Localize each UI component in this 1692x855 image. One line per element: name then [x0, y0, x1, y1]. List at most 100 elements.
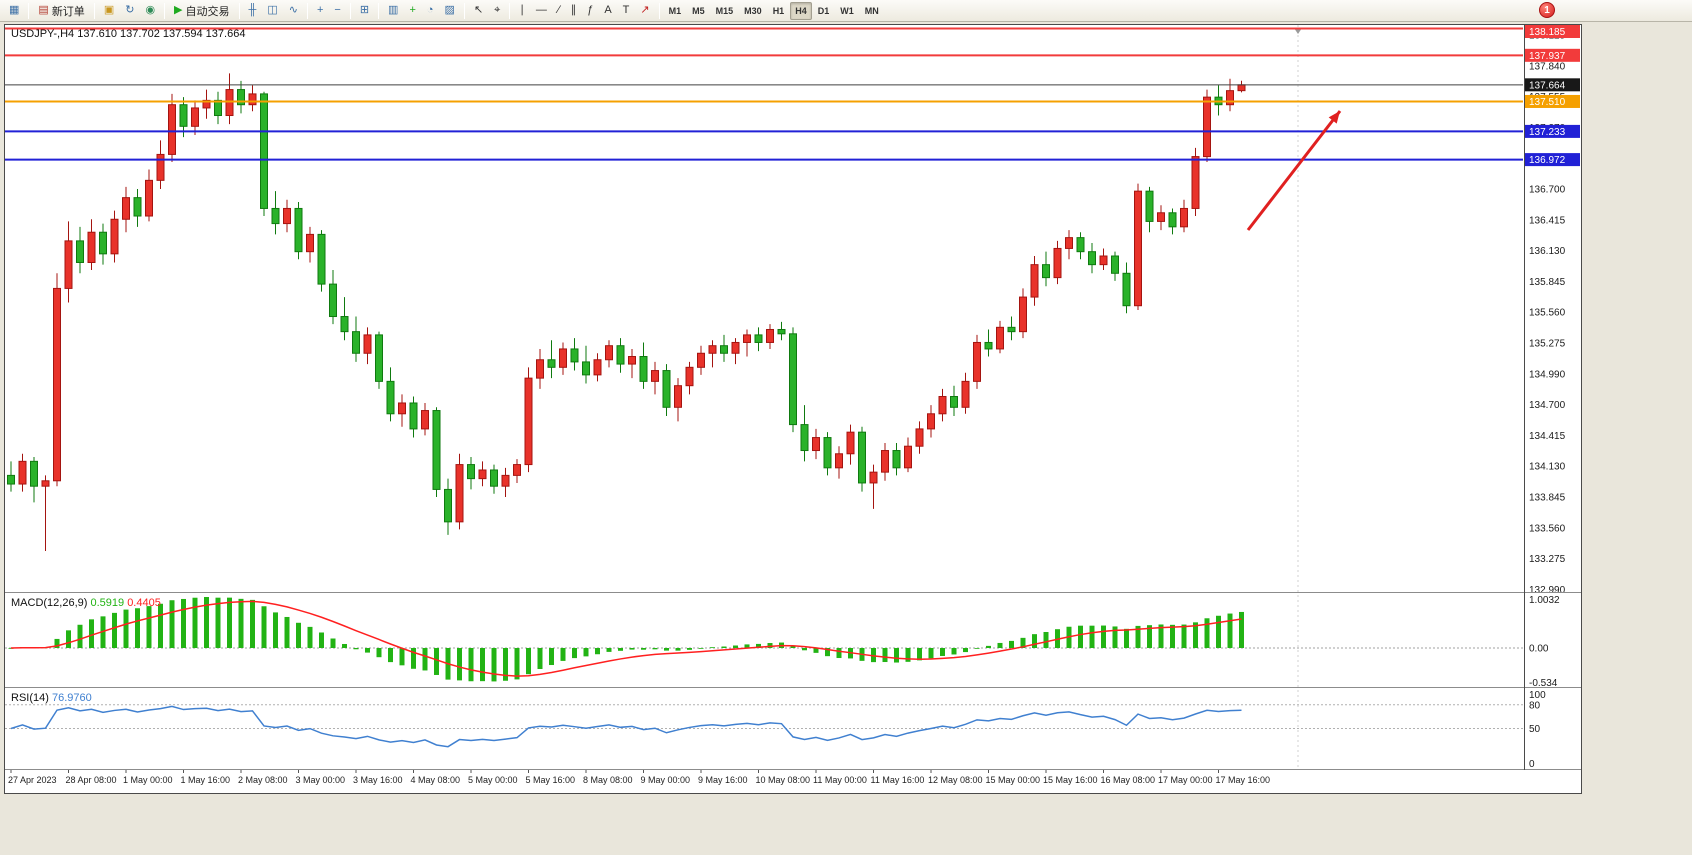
text-button[interactable]: A [599, 2, 616, 20]
tf-mn-button[interactable]: MN [860, 2, 884, 20]
chart-canvas[interactable]: 138.125137.840137.555137.270136.985136.7… [5, 25, 1581, 793]
svg-text:137.233: 137.233 [1529, 127, 1566, 138]
new-chart-button-icon: ▦ [9, 4, 20, 16]
svg-text:4 May 08:00: 4 May 08:00 [411, 775, 461, 785]
new-order-button[interactable]: ▤ 新订单 [33, 2, 89, 20]
arrange-button-icon: ▥ [388, 4, 399, 16]
toolbar-separator [28, 2, 30, 19]
arrange-button[interactable]: ▥ [383, 2, 403, 20]
rsi-label: RSI(14) 76.9760 [11, 692, 92, 704]
trendline-button-icon: ∕ [557, 4, 560, 16]
toolbar-separator [164, 2, 166, 19]
tf-w1-button[interactable]: W1 [835, 2, 859, 20]
time-axis[interactable]: 27 Apr 2023 28 Apr 08:00 1 May 00:00 1 May … [8, 770, 1270, 785]
periods-button-icon: ◔ [426, 4, 434, 16]
svg-text:28 Apr 08:00: 28 Apr 08:00 [66, 775, 117, 785]
zoom-in-button[interactable]: + [312, 2, 328, 20]
tf-w1-button-label: W1 [840, 5, 854, 16]
line-chart-button[interactable]: ∿ [284, 2, 303, 20]
price-badge-137.937: 137.937 [1524, 48, 1580, 62]
bar-chart-button[interactable]: ╫ [244, 2, 262, 20]
horizontal-line-button[interactable]: — [531, 2, 552, 20]
macd-label: MACD(12,26,9) 0.5919 0.4405 [11, 597, 161, 609]
tf-m15-button[interactable]: M15 [711, 2, 739, 20]
indicators-button[interactable]: + [404, 2, 420, 20]
svg-text:27 Apr 2023: 27 Apr 2023 [8, 775, 57, 785]
tf-m5-button[interactable]: M5 [687, 2, 710, 20]
svg-text:5 May 00:00: 5 May 00:00 [468, 775, 518, 785]
cursor-button[interactable]: ↖ [469, 2, 488, 20]
vertical-line-button[interactable]: ∣ [514, 2, 530, 20]
svg-text:137.510: 137.510 [1529, 97, 1566, 108]
autotrading-button[interactable]: ▶ 自动交易 [169, 2, 234, 20]
horizontal-line-button-icon: — [535, 4, 547, 16]
zoom-out-button[interactable]: − [329, 2, 345, 20]
macd-histogram [8, 597, 1244, 682]
indicators-button-icon: + [409, 4, 416, 16]
cursor-button-icon: ↖ [473, 4, 484, 16]
tf-m5-button-label: M5 [692, 5, 705, 16]
ohlc-info: USDJPY-,H4 137.610 137.702 137.594 137.6… [11, 28, 245, 40]
tf-m1-button-label: M1 [668, 5, 682, 16]
history-center-button[interactable]: ◉ [140, 2, 160, 20]
svg-text:17 May 00:00: 17 May 00:00 [1158, 775, 1213, 785]
profiles-button[interactable]: ▣ [99, 2, 119, 20]
fibonacci-button[interactable]: ƒ [582, 2, 598, 20]
panel-separator-highlight [5, 688, 1581, 689]
crosshair-button[interactable]: ⌖ [489, 2, 505, 20]
new-chart-button[interactable]: ▦ [4, 2, 24, 20]
toolbar-separator [238, 2, 240, 19]
svg-text:10 May 08:00: 10 May 08:00 [756, 775, 811, 785]
toolbar-separator [349, 2, 351, 19]
svg-text:138.185: 138.185 [1529, 27, 1566, 38]
svg-text:2 May 08:00: 2 May 08:00 [238, 775, 288, 785]
svg-text:133.845: 133.845 [1529, 493, 1566, 504]
templates-button-icon: ▨ [444, 4, 455, 16]
label-button[interactable]: T [618, 2, 635, 20]
crosshair-button-icon: ⌖ [494, 4, 501, 16]
tf-m1-button[interactable]: M1 [664, 2, 687, 20]
svg-text:135.845: 135.845 [1529, 277, 1566, 288]
refresh-button-icon: ↻ [125, 4, 135, 16]
price-badge-136.972: 136.972 [1524, 153, 1580, 167]
svg-text:11 May 16:00: 11 May 16:00 [871, 775, 925, 785]
panel-separator[interactable] [5, 687, 1581, 688]
tf-h1-button-label: H1 [772, 5, 785, 16]
svg-text:16 May 08:00: 16 May 08:00 [1101, 775, 1156, 785]
svg-text:137.840: 137.840 [1529, 61, 1566, 72]
trend-arrow[interactable] [1246, 110, 1342, 231]
panel-separator-highlight [5, 593, 1581, 594]
tf-d1-button[interactable]: D1 [813, 2, 835, 20]
toolbar-separator [306, 2, 308, 19]
notification-badge[interactable]: 1 [1539, 2, 1555, 18]
price-badge-137.510: 137.510 [1524, 94, 1580, 108]
trendline-button[interactable]: ∕ [553, 2, 565, 20]
templates-button[interactable]: ▨ [440, 2, 460, 20]
autotrading-button-label: 自动交易 [185, 5, 230, 18]
periods-button[interactable]: ◔ [422, 2, 439, 20]
svg-text:17 May 16:00: 17 May 16:00 [1216, 775, 1271, 785]
svg-text:9 May 16:00: 9 May 16:00 [698, 775, 748, 785]
tf-mn-button-label: MN [864, 5, 879, 16]
arrows-button[interactable]: ↗ [635, 2, 654, 20]
toolbar-separator [93, 2, 95, 19]
channel-button-icon: ∥ [570, 4, 577, 16]
candlestick-chart-button[interactable]: ◫ [262, 2, 282, 20]
svg-text:136.415: 136.415 [1529, 215, 1566, 226]
tf-m30-button[interactable]: M30 [739, 2, 767, 20]
toolbar-separator [463, 2, 465, 19]
tf-h1-button[interactable]: H1 [768, 2, 790, 20]
svg-text:8 May 08:00: 8 May 08:00 [583, 775, 633, 785]
svg-text:15 May 00:00: 15 May 00:00 [986, 775, 1041, 785]
tf-h4-button[interactable]: H4 [790, 1, 812, 20]
macd-axis-label: 1.0032 [1529, 595, 1560, 606]
svg-text:132.990: 132.990 [1529, 585, 1566, 596]
panel-separator[interactable] [5, 592, 1581, 593]
toolbar-separator [509, 2, 511, 19]
refresh-button[interactable]: ↻ [120, 2, 139, 20]
channel-button[interactable]: ∥ [566, 2, 582, 20]
svg-text:3 May 00:00: 3 May 00:00 [296, 775, 346, 785]
price-badge-137.233: 137.233 [1524, 124, 1580, 138]
axis-separator [1524, 25, 1525, 770]
tile-windows-button[interactable]: ⊞ [355, 2, 374, 20]
